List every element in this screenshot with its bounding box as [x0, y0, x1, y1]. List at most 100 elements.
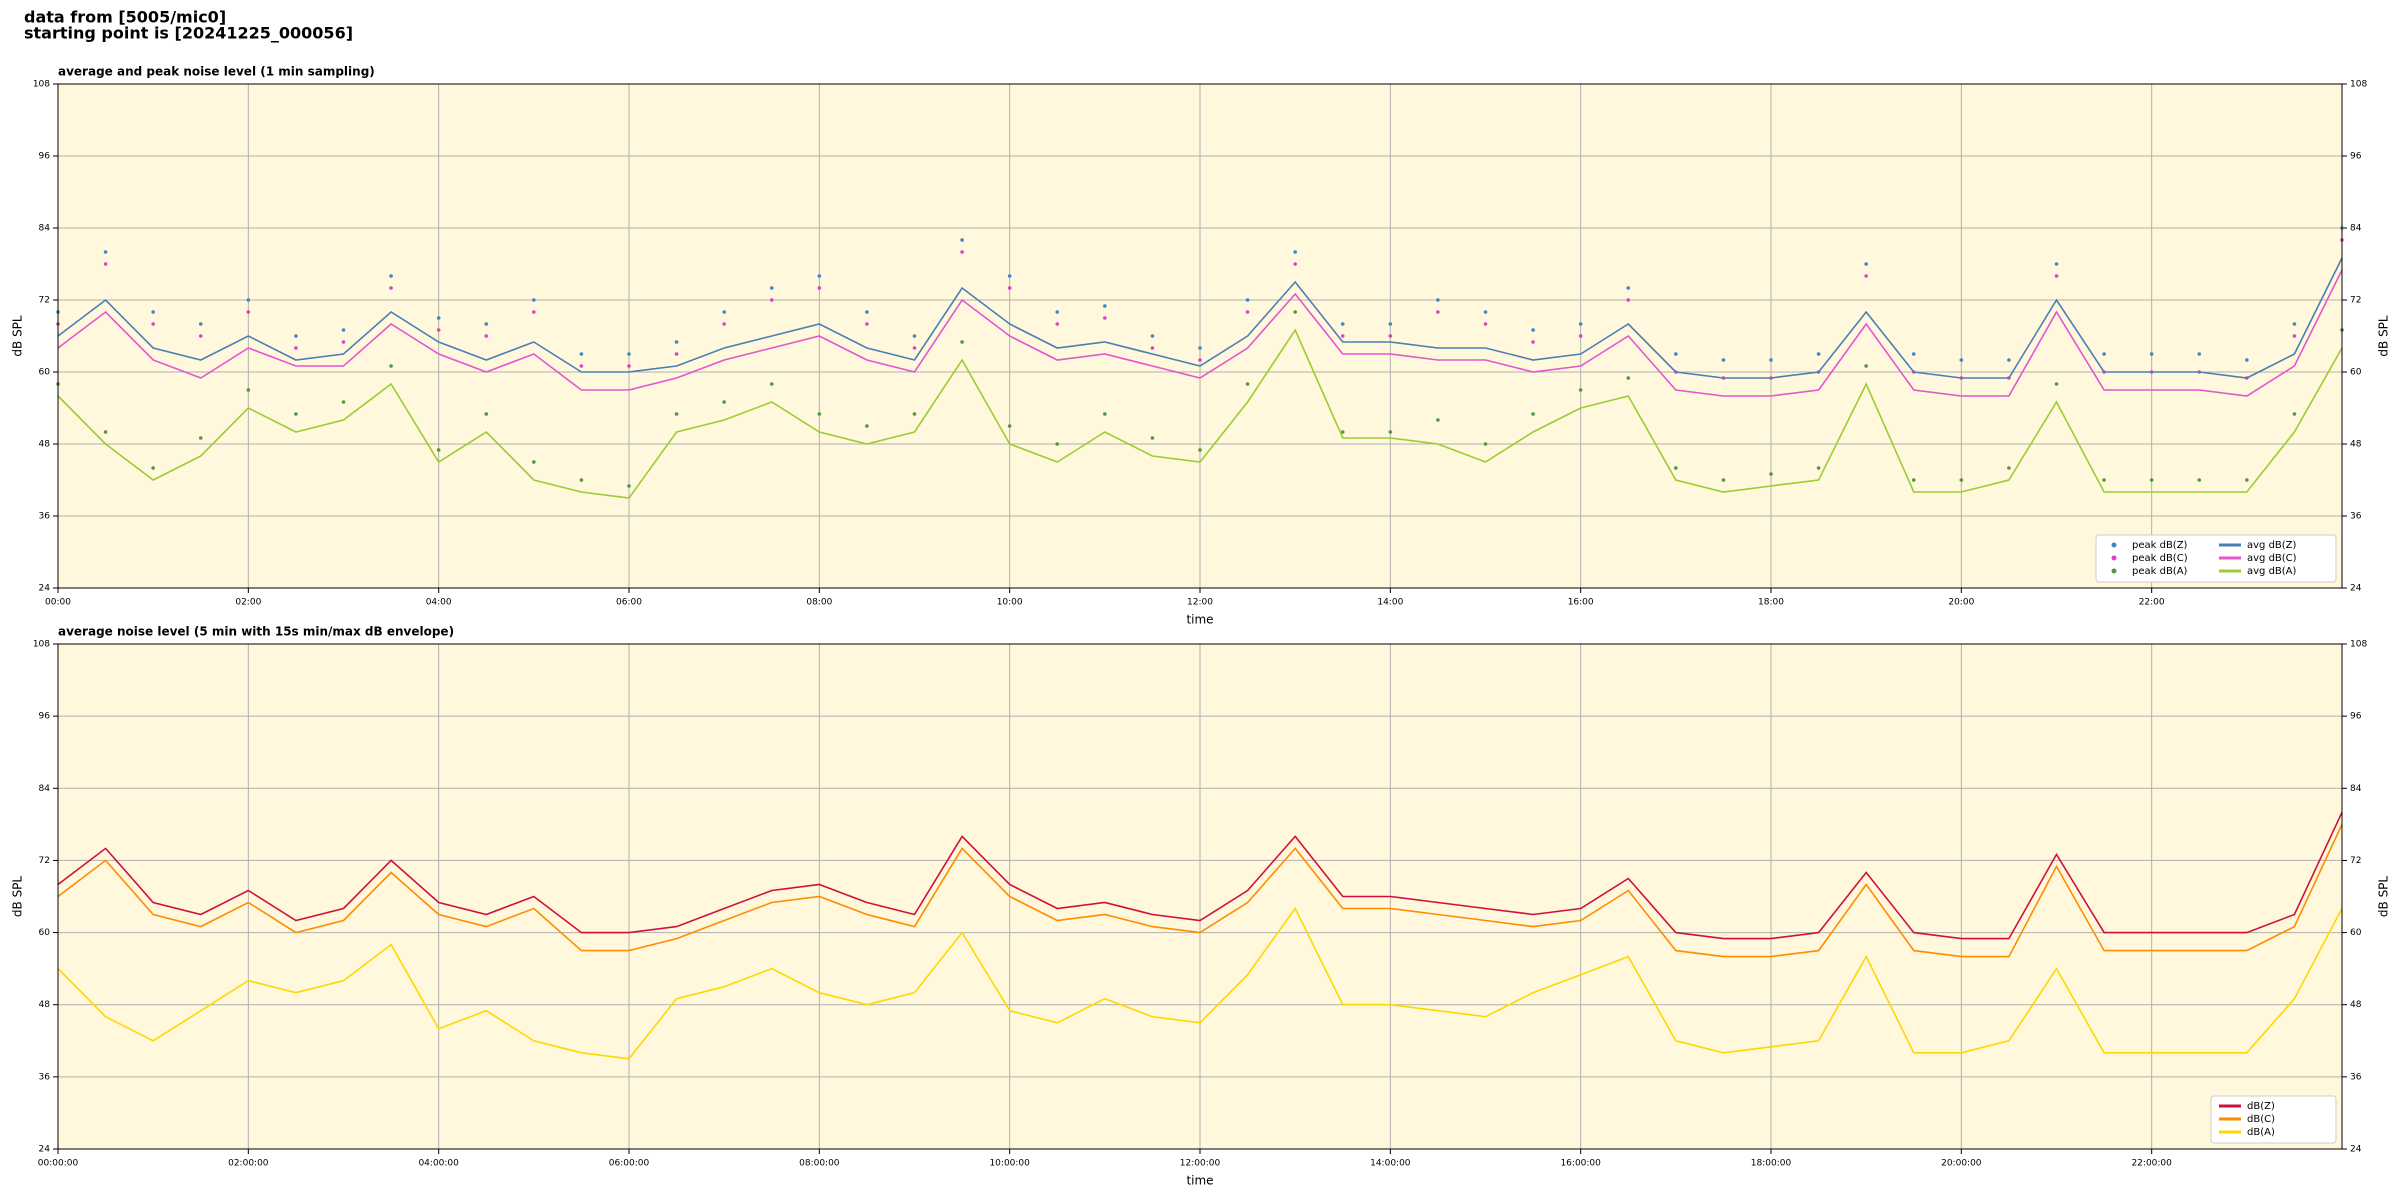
y-tick-label: 96	[2350, 152, 2362, 162]
peak-point	[103, 250, 108, 254]
peak-point	[1150, 346, 1155, 350]
peak-point	[1864, 364, 1868, 368]
peak-point	[960, 250, 964, 254]
y-axis-label: dB SPL	[2377, 876, 2391, 918]
x-tick-label: 14:00:00	[1370, 1159, 1411, 1169]
peak-point	[1055, 322, 1060, 326]
y-tick-label: 108	[33, 640, 50, 650]
x-tick-label: 18:00	[1758, 598, 1784, 608]
legend-marker	[2111, 555, 2117, 561]
peak-point	[436, 448, 441, 452]
x-tick-label: 06:00:00	[609, 1159, 650, 1169]
series-line	[57, 257, 2343, 379]
peak-point	[1340, 334, 1345, 338]
peak-point	[532, 460, 536, 464]
peak-point	[1578, 322, 1583, 326]
x-tick-label: 20:00	[1948, 598, 1974, 608]
peak-point	[1340, 430, 1345, 434]
y-axis-label: dB SPL	[2377, 315, 2391, 357]
legend-marker	[2111, 568, 2117, 574]
peak-point	[1436, 310, 1440, 314]
peak-point	[769, 286, 774, 290]
y-tick-label: 60	[2350, 368, 2362, 378]
series-line	[57, 811, 2343, 940]
peak-point	[484, 322, 489, 326]
peak-point	[1483, 322, 1488, 326]
peak-point	[627, 484, 631, 488]
legend-box	[2095, 534, 2337, 583]
peak-point	[1531, 340, 1535, 344]
peak-point	[1769, 472, 1773, 476]
peak-point	[484, 334, 489, 338]
legend-box	[2210, 1095, 2337, 1144]
legend-label: dB(Z)	[2247, 1101, 2275, 1112]
y-tick-label: 96	[39, 712, 51, 722]
peak-point	[2149, 352, 2154, 356]
y-tick-label: 48	[2350, 1000, 2362, 1010]
y-tick-label: 108	[33, 80, 50, 90]
series-line	[57, 328, 2343, 499]
peak-point	[674, 352, 679, 356]
peak-point	[1721, 478, 1726, 482]
chart-title: average and peak noise level (1 min samp…	[58, 65, 375, 79]
y-tick-label: 72	[2350, 296, 2361, 306]
peak-point	[1674, 466, 1678, 470]
peak-point	[1959, 358, 1964, 362]
legend-label: avg dB(Z)	[2247, 540, 2297, 551]
peak-point	[1864, 274, 1868, 278]
peak-point	[817, 286, 822, 290]
peak-point	[1578, 334, 1583, 338]
x-axis-label: time	[1186, 1174, 1213, 1188]
peak-point	[2054, 274, 2059, 278]
peak-point	[1959, 478, 1964, 482]
peak-point	[2149, 478, 2154, 482]
x-tick-label: 06:00	[616, 598, 642, 608]
peak-point	[674, 340, 679, 344]
y-tick-label: 84	[2350, 784, 2362, 794]
peak-point	[1293, 250, 1297, 254]
series-line	[57, 906, 2343, 1060]
peak-point	[484, 412, 489, 416]
peak-point	[1626, 376, 1631, 380]
peak-point	[579, 352, 584, 356]
legend-marker	[2111, 542, 2117, 548]
x-tick-label: 14:00	[1377, 598, 1403, 608]
legend-label: avg dB(C)	[2247, 553, 2297, 564]
peak-point	[2197, 352, 2202, 356]
peak-point	[1483, 442, 1488, 446]
peak-point	[341, 340, 346, 344]
plot-frame	[57, 83, 2343, 589]
peak-point	[1626, 286, 1631, 290]
peak-point	[246, 388, 251, 392]
peak-point	[1103, 412, 1107, 416]
peak-point	[722, 322, 726, 326]
peak-point	[1674, 352, 1678, 356]
peak-point	[912, 334, 917, 338]
x-tick-label: 10:00:00	[989, 1159, 1030, 1169]
y-tick-label: 60	[2350, 928, 2362, 938]
y-tick-label: 36	[2350, 512, 2362, 522]
y-tick-label: 24	[2350, 1145, 2362, 1155]
x-tick-label: 18:00:00	[1751, 1159, 1792, 1169]
y-tick-label: 60	[39, 928, 51, 938]
peak-point	[1103, 304, 1107, 308]
y-tick-label: 36	[2350, 1072, 2362, 1082]
peak-point	[532, 310, 536, 314]
x-axis-label: time	[1186, 613, 1213, 627]
peak-point	[1198, 448, 1202, 452]
peak-point	[1911, 352, 1916, 356]
legend-label: peak dB(A)	[2132, 566, 2188, 577]
peak-point	[198, 436, 203, 440]
x-tick-label: 02:00	[235, 598, 261, 608]
peak-point	[151, 322, 155, 326]
y-tick-label: 84	[39, 224, 51, 234]
peak-point	[1150, 436, 1155, 440]
peak-point	[436, 328, 441, 332]
x-tick-label: 10:00	[997, 598, 1023, 608]
y-tick-label: 96	[39, 152, 51, 162]
peak-point	[103, 262, 108, 266]
series-line	[57, 824, 2343, 958]
peak-point	[2292, 334, 2297, 338]
x-tick-label: 22:00	[2139, 598, 2165, 608]
